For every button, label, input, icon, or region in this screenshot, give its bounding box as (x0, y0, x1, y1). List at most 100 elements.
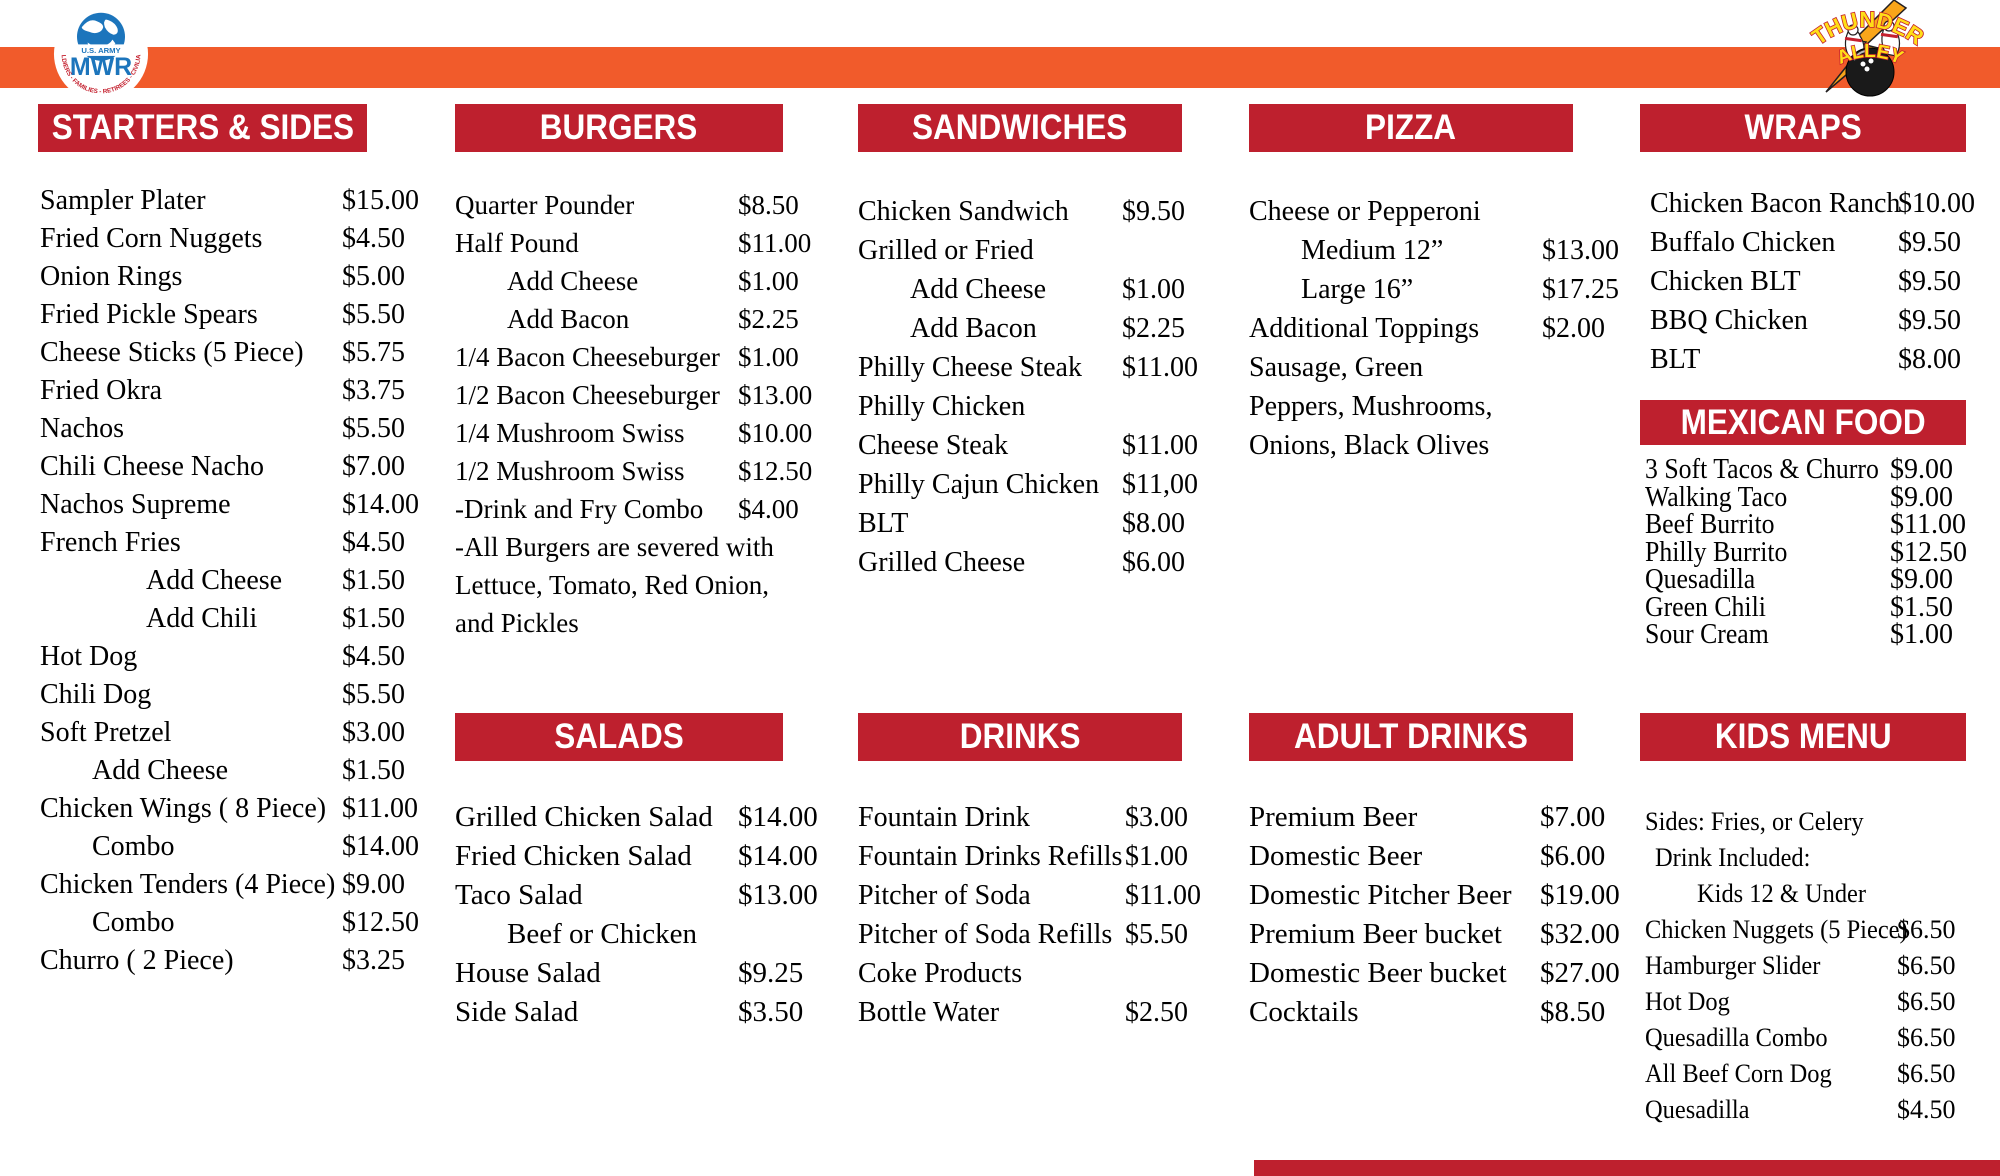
item-name: Sour Cream (1645, 619, 1769, 650)
item-price: $13.00 (1542, 235, 1619, 266)
menu-item-row: Sour Cream $1.00 (1645, 619, 1953, 650)
item-name: Onion Rings (40, 261, 183, 292)
item-price: $14.00 (342, 489, 419, 520)
item-price: $11.00 (1890, 509, 1966, 540)
item-price: $11.00 (1125, 880, 1201, 911)
section-kids-menu: KIDS MENU Sides: Fries, or Celery Drink I… (1640, 713, 1966, 1124)
menu-item-list: 3 Soft Tacos & Churro $9.00 Walking Taco $9… (1645, 454, 1967, 650)
item-name: Nachos (40, 413, 124, 444)
menu-item-list: Grilled Chicken Salad $14.00 Fried Chicken… (455, 798, 818, 1032)
item-price: $12.50 (342, 907, 419, 938)
item-name: Cheese Steak (858, 430, 1009, 461)
menu-item-row: Quesadilla $9.00 (1645, 566, 1953, 594)
menu-item-row: Domestic Beer $6.00 (1249, 837, 1605, 876)
menu-item-row: Pitcher of Soda $11.00 (858, 876, 1201, 915)
item-price: $5.50 (342, 299, 405, 330)
item-name: Domestic Beer bucket (1249, 957, 1507, 989)
menu-item-row: Cocktails $8.50 (1249, 993, 1605, 1032)
item-name: -Drink and Fry Combo (455, 494, 704, 524)
item-price: $27.00 (1540, 957, 1620, 989)
item-price: $13.00 (738, 380, 813, 410)
item-price: $5.50 (342, 679, 405, 710)
item-name: Large 16” (1301, 274, 1414, 305)
menu-item-row: -All Burgers are severed with (455, 528, 774, 566)
section-header-wraps: WRAPS (1640, 104, 1966, 152)
mwr-name-text: MWR (70, 53, 132, 81)
section-salads: SALADS Grilled Chicken Salad $14.00 Fried … (455, 713, 818, 1028)
item-price: $11.00 (1122, 430, 1198, 461)
item-price: $10.00 (1898, 188, 1975, 219)
menu-item-row: 1/4 Mushroom Swiss $10.00 (455, 414, 812, 452)
item-name: 1/4 Mushroom Swiss (455, 418, 685, 448)
item-price: $11.00 (1122, 352, 1198, 383)
menu-item-row: Bottle Water $2.50 (858, 993, 1188, 1032)
menu-item-row: Beef or Chicken (455, 915, 713, 954)
item-name: Bottle Water (858, 997, 1000, 1028)
item-name: Fried Corn Nuggets (40, 223, 263, 254)
item-price: $9.50 (1898, 227, 1961, 258)
item-price: $1.50 (342, 755, 405, 786)
item-price: $6.50 (1897, 915, 1956, 944)
menu-item-row: BBQ Chicken $9.50 (1650, 301, 1961, 340)
section-burgers: BURGERS Quarter Pounder $8.50 Half Pound $1… (455, 104, 812, 638)
item-price: $15.00 (342, 185, 419, 216)
menu-item-row: Green Chili $1.50 (1645, 593, 1953, 622)
menu-item-row: Chili Cheese Nacho $7.00 (40, 448, 405, 486)
menu-item-row: Grilled Chicken Salad $14.00 (455, 798, 818, 837)
menu-item-row: 1/2 Bacon Cheeseburger $13.00 (455, 376, 812, 414)
item-name: Taco Salad (455, 879, 583, 911)
item-name: Grilled Cheese (858, 547, 1026, 578)
item-name: 3 Soft Tacos & Churro (1645, 454, 1879, 485)
menu-item-row: BLT $8.00 (1650, 340, 1961, 379)
menu-item-row: Taco Salad $13.00 (455, 876, 818, 915)
item-name: Philly Cheese Steak (858, 352, 1082, 383)
item-price: $9.50 (1122, 196, 1185, 227)
item-name: Cocktails (1249, 996, 1359, 1028)
item-name: Add Cheese (92, 755, 229, 786)
section-header-burgers: BURGERS (455, 104, 783, 152)
menu-item-row: Quarter Pounder $8.50 (455, 186, 799, 224)
menu-item-list: Quarter Pounder $8.50 Half Pound $11.00 Add … (455, 186, 812, 642)
menu-item-row: Hamburger Slider $6.50 (1645, 948, 1956, 984)
section-title: SANDWICHES (912, 108, 1128, 147)
menu-item-row: Additional Toppings $2.00 (1249, 309, 1605, 348)
menu-item-row: Lettuce, Tomato, Red Onion, (455, 566, 774, 604)
item-name: Philly Chicken (858, 391, 1026, 422)
menu-item-row: Quesadilla $4.50 (1645, 1092, 1956, 1128)
section-header-drinks: DRINKS (858, 713, 1182, 761)
item-name: BLT (1650, 344, 1701, 375)
item-price: $14.00 (342, 831, 419, 862)
menu-item-list: Fountain Drink $3.00 Fountain Drinks Refil… (858, 798, 1201, 1032)
item-price: $4.50 (342, 527, 405, 558)
bottom-red-bar (1254, 1160, 2000, 1176)
menu-item-row: 1/2 Mushroom Swiss $12.50 (455, 452, 812, 490)
menu-item-row: Premium Beer bucket $32.00 (1249, 915, 1620, 954)
menu-item-row: Add Chili $1.50 (40, 600, 405, 638)
menu-item-row: Kids 12 & Under (1645, 876, 1924, 912)
item-price: $5.50 (1125, 919, 1188, 950)
menu-item-row: Nachos Supreme $14.00 (40, 486, 419, 524)
item-price: $1.50 (342, 603, 405, 634)
item-price: $9.00 (1890, 564, 1953, 595)
item-price: $32.00 (1540, 918, 1620, 950)
item-price: $12.50 (1890, 536, 1967, 568)
menu-item-list: Sides: Fries, or Celery Drink Included: Ki… (1645, 804, 1956, 1128)
section-wraps: WRAPS Chicken Bacon Ranch $10.00 Buffalo C… (1640, 104, 1975, 375)
item-name: Beef or Chicken (507, 918, 698, 950)
menu-item-list: Chicken Sandwich $9.50 Grilled or Fried Add… (858, 192, 1198, 582)
item-price: $11,00 (1122, 469, 1198, 500)
menu-item-row: Domestic Beer bucket $27.00 (1249, 954, 1620, 993)
item-price: $14.00 (738, 840, 818, 872)
menu-item-row: Medium 12” $13.00 (1249, 231, 1619, 270)
item-name: Onions, Black Olives (1249, 430, 1490, 461)
menu-item-row: Chicken Bacon Ranch $10.00 (1650, 184, 1975, 223)
item-name: Fried Okra (40, 375, 163, 406)
menu-item-row: Chicken Nuggets (5 Piece) $6.50 (1645, 912, 1956, 948)
item-name: Hot Dog (1645, 987, 1730, 1016)
item-name: Domestic Beer (1249, 840, 1423, 872)
item-name: Pitcher of Soda (858, 880, 1031, 911)
item-name: Grilled Chicken Salad (455, 801, 713, 833)
menu-item-list: Cheese or Pepperoni Medium 12” $13.00 Large… (1249, 192, 1619, 465)
menu-item-row: Onion Rings $5.00 (40, 258, 405, 296)
item-price: $10.00 (738, 418, 813, 448)
